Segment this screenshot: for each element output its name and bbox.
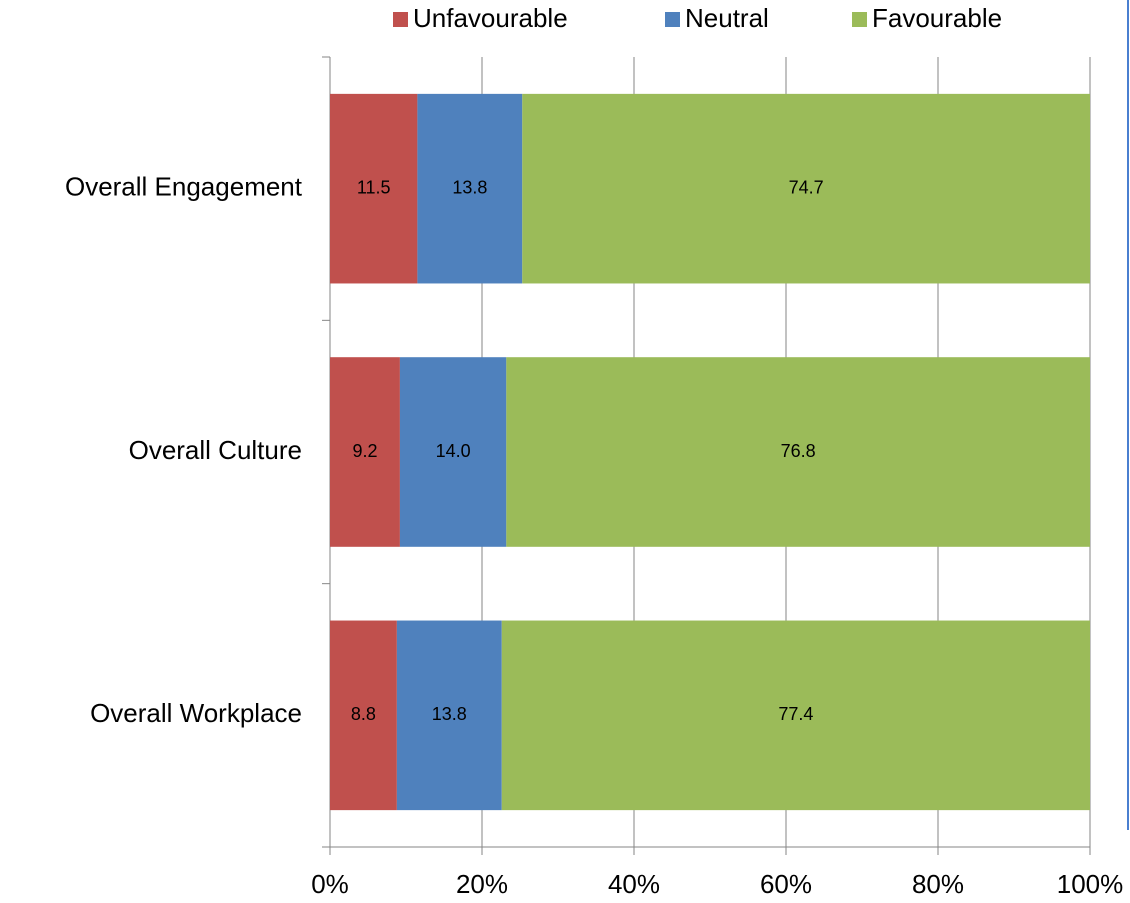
bar-segment [330, 93, 418, 284]
data-label: 74.7 [789, 177, 824, 197]
x-tick-label: 0% [311, 869, 349, 899]
bar-segment [506, 357, 1090, 547]
bar-segment [396, 620, 502, 811]
bar-segment [330, 357, 400, 547]
y-tick-label: Overall Culture [129, 435, 302, 465]
y-tick-label: Overall Engagement [65, 172, 303, 202]
x-tick-label: 40% [608, 869, 660, 899]
bar-segment [417, 93, 523, 284]
legend-label: Favourable [872, 3, 1002, 33]
data-label: 13.8 [432, 704, 467, 724]
data-label: 13.8 [452, 177, 487, 197]
data-label: 8.8 [351, 704, 376, 724]
bar-segment [399, 357, 507, 547]
data-label: 9.2 [352, 441, 377, 461]
data-label: 14.0 [436, 441, 471, 461]
y-tick-label: Overall Workplace [90, 698, 302, 728]
data-label: 11.5 [357, 177, 391, 197]
x-tick-label: 20% [456, 869, 508, 899]
legend-swatch [393, 12, 408, 27]
legend-label: Unfavourable [413, 3, 568, 33]
legend-label: Neutral [685, 3, 769, 33]
bar-segment [522, 93, 1090, 284]
x-tick-label: 60% [760, 869, 812, 899]
legend-swatch [852, 12, 867, 27]
bar-segment [501, 620, 1090, 811]
bar-segment [330, 620, 397, 811]
x-tick-label: 100% [1057, 869, 1124, 899]
legend-swatch [665, 12, 680, 27]
data-label: 76.8 [781, 441, 816, 461]
data-label: 77.4 [778, 704, 813, 724]
x-tick-label: 80% [912, 869, 964, 899]
